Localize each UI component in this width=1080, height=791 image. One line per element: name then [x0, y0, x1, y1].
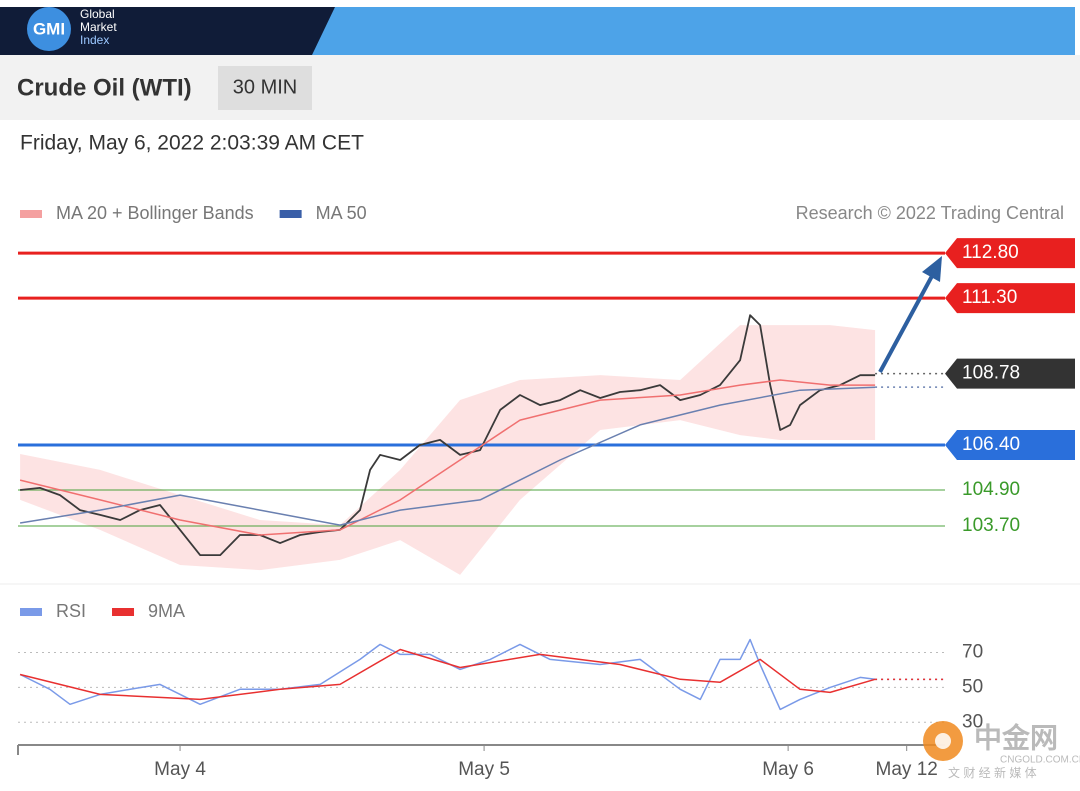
- watermark-logo-inner: [935, 733, 951, 749]
- x-tick-label: May 12: [876, 759, 938, 780]
- legend-label: 9MA: [148, 601, 185, 621]
- legend-swatch: [20, 210, 42, 218]
- brand-line: Global: [80, 7, 115, 21]
- legend-swatch: [20, 608, 42, 616]
- series-line: [19, 379, 876, 536]
- header-brand-bg: [0, 7, 335, 55]
- level-label: 103.70: [962, 515, 1020, 536]
- timeframe-button[interactable]: [218, 66, 312, 110]
- y-tick-label: 50: [962, 676, 983, 697]
- bollinger-band: [20, 325, 876, 575]
- forecast-arrowhead: [922, 256, 942, 282]
- x-tick-label: May 4: [154, 759, 206, 780]
- watermark-name: 中金网: [974, 721, 1058, 753]
- legend-swatch: [279, 210, 302, 218]
- series-line: [19, 638, 876, 711]
- timeframe[interactable]: 30 MIN: [233, 76, 297, 98]
- x-tick-label: May 6: [762, 759, 814, 780]
- brand-line: Index: [80, 33, 109, 47]
- watermark-site: CNGOLD.COM.CN: [1000, 755, 1080, 766]
- legend-label: RSI: [56, 601, 86, 621]
- brand-line: Market: [80, 20, 117, 34]
- level-label: 112.80: [962, 242, 1019, 263]
- logo: [27, 7, 71, 51]
- legend-label: MA 50: [316, 203, 367, 223]
- title: Crude Oil (WTI): [17, 74, 192, 101]
- level-box: [945, 358, 1075, 389]
- timestamp: Friday, May 6, 2022 2:03:39 AM CET: [20, 132, 364, 155]
- x-tick-label: May 5: [458, 759, 510, 780]
- logo-text: GMI: [33, 19, 65, 38]
- source: Research © 2022 Trading Central: [796, 203, 1064, 223]
- plots: 112.80 111.30 108.78 106.40 104.90 103.70 MA 2…: [18, 203, 1075, 780]
- level-label: 106.40: [962, 434, 1020, 455]
- level-box: [945, 238, 1075, 269]
- level-box: [945, 283, 1075, 314]
- legend-label: MA 20 + Bollinger Bands: [56, 203, 254, 223]
- title-row: [0, 55, 1080, 120]
- level-label: 108.78: [962, 363, 1020, 384]
- series-line: [19, 386, 876, 526]
- forecast-arrow: [878, 275, 934, 373]
- level-label: 111.30: [962, 287, 1017, 308]
- y-tick-label: 30: [962, 711, 983, 732]
- y-tick-label: 70: [962, 641, 983, 662]
- legend-swatch: [112, 608, 135, 616]
- series-line: [19, 648, 876, 701]
- level-label: 104.90: [962, 479, 1020, 500]
- watermark-tagline: 文 财 经 新 媒 体: [948, 765, 1037, 780]
- level-box: [945, 430, 1075, 461]
